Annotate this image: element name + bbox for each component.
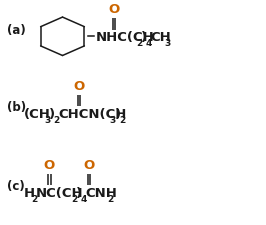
- Text: (b): (b): [7, 100, 26, 113]
- Text: 2: 2: [136, 39, 143, 48]
- Text: O: O: [83, 159, 94, 172]
- Text: 4: 4: [146, 39, 152, 48]
- Text: ): ): [76, 186, 82, 199]
- Text: 2: 2: [119, 115, 125, 124]
- Text: 2: 2: [72, 194, 78, 203]
- Text: H: H: [24, 186, 35, 199]
- Text: O: O: [44, 159, 55, 172]
- Text: 2: 2: [107, 194, 113, 203]
- Text: 2: 2: [53, 115, 59, 124]
- Text: O: O: [108, 3, 119, 16]
- Text: ): ): [141, 31, 147, 44]
- Text: (a): (a): [7, 24, 25, 37]
- Text: ): ): [49, 107, 55, 120]
- Text: CHCN(CH: CHCN(CH: [58, 107, 126, 120]
- Text: O: O: [73, 80, 84, 93]
- Text: 2: 2: [31, 194, 37, 203]
- Text: NHC(CH: NHC(CH: [96, 31, 155, 44]
- Text: CH: CH: [150, 31, 171, 44]
- Text: 4: 4: [81, 194, 87, 203]
- Text: (c): (c): [7, 179, 24, 192]
- Text: ): ): [115, 107, 121, 120]
- Text: NC(CH: NC(CH: [36, 186, 83, 199]
- Text: 3: 3: [110, 115, 116, 124]
- Text: (CH: (CH: [24, 107, 51, 120]
- Text: 3: 3: [44, 115, 50, 124]
- Text: 3: 3: [164, 39, 170, 48]
- Text: CNH: CNH: [85, 186, 117, 199]
